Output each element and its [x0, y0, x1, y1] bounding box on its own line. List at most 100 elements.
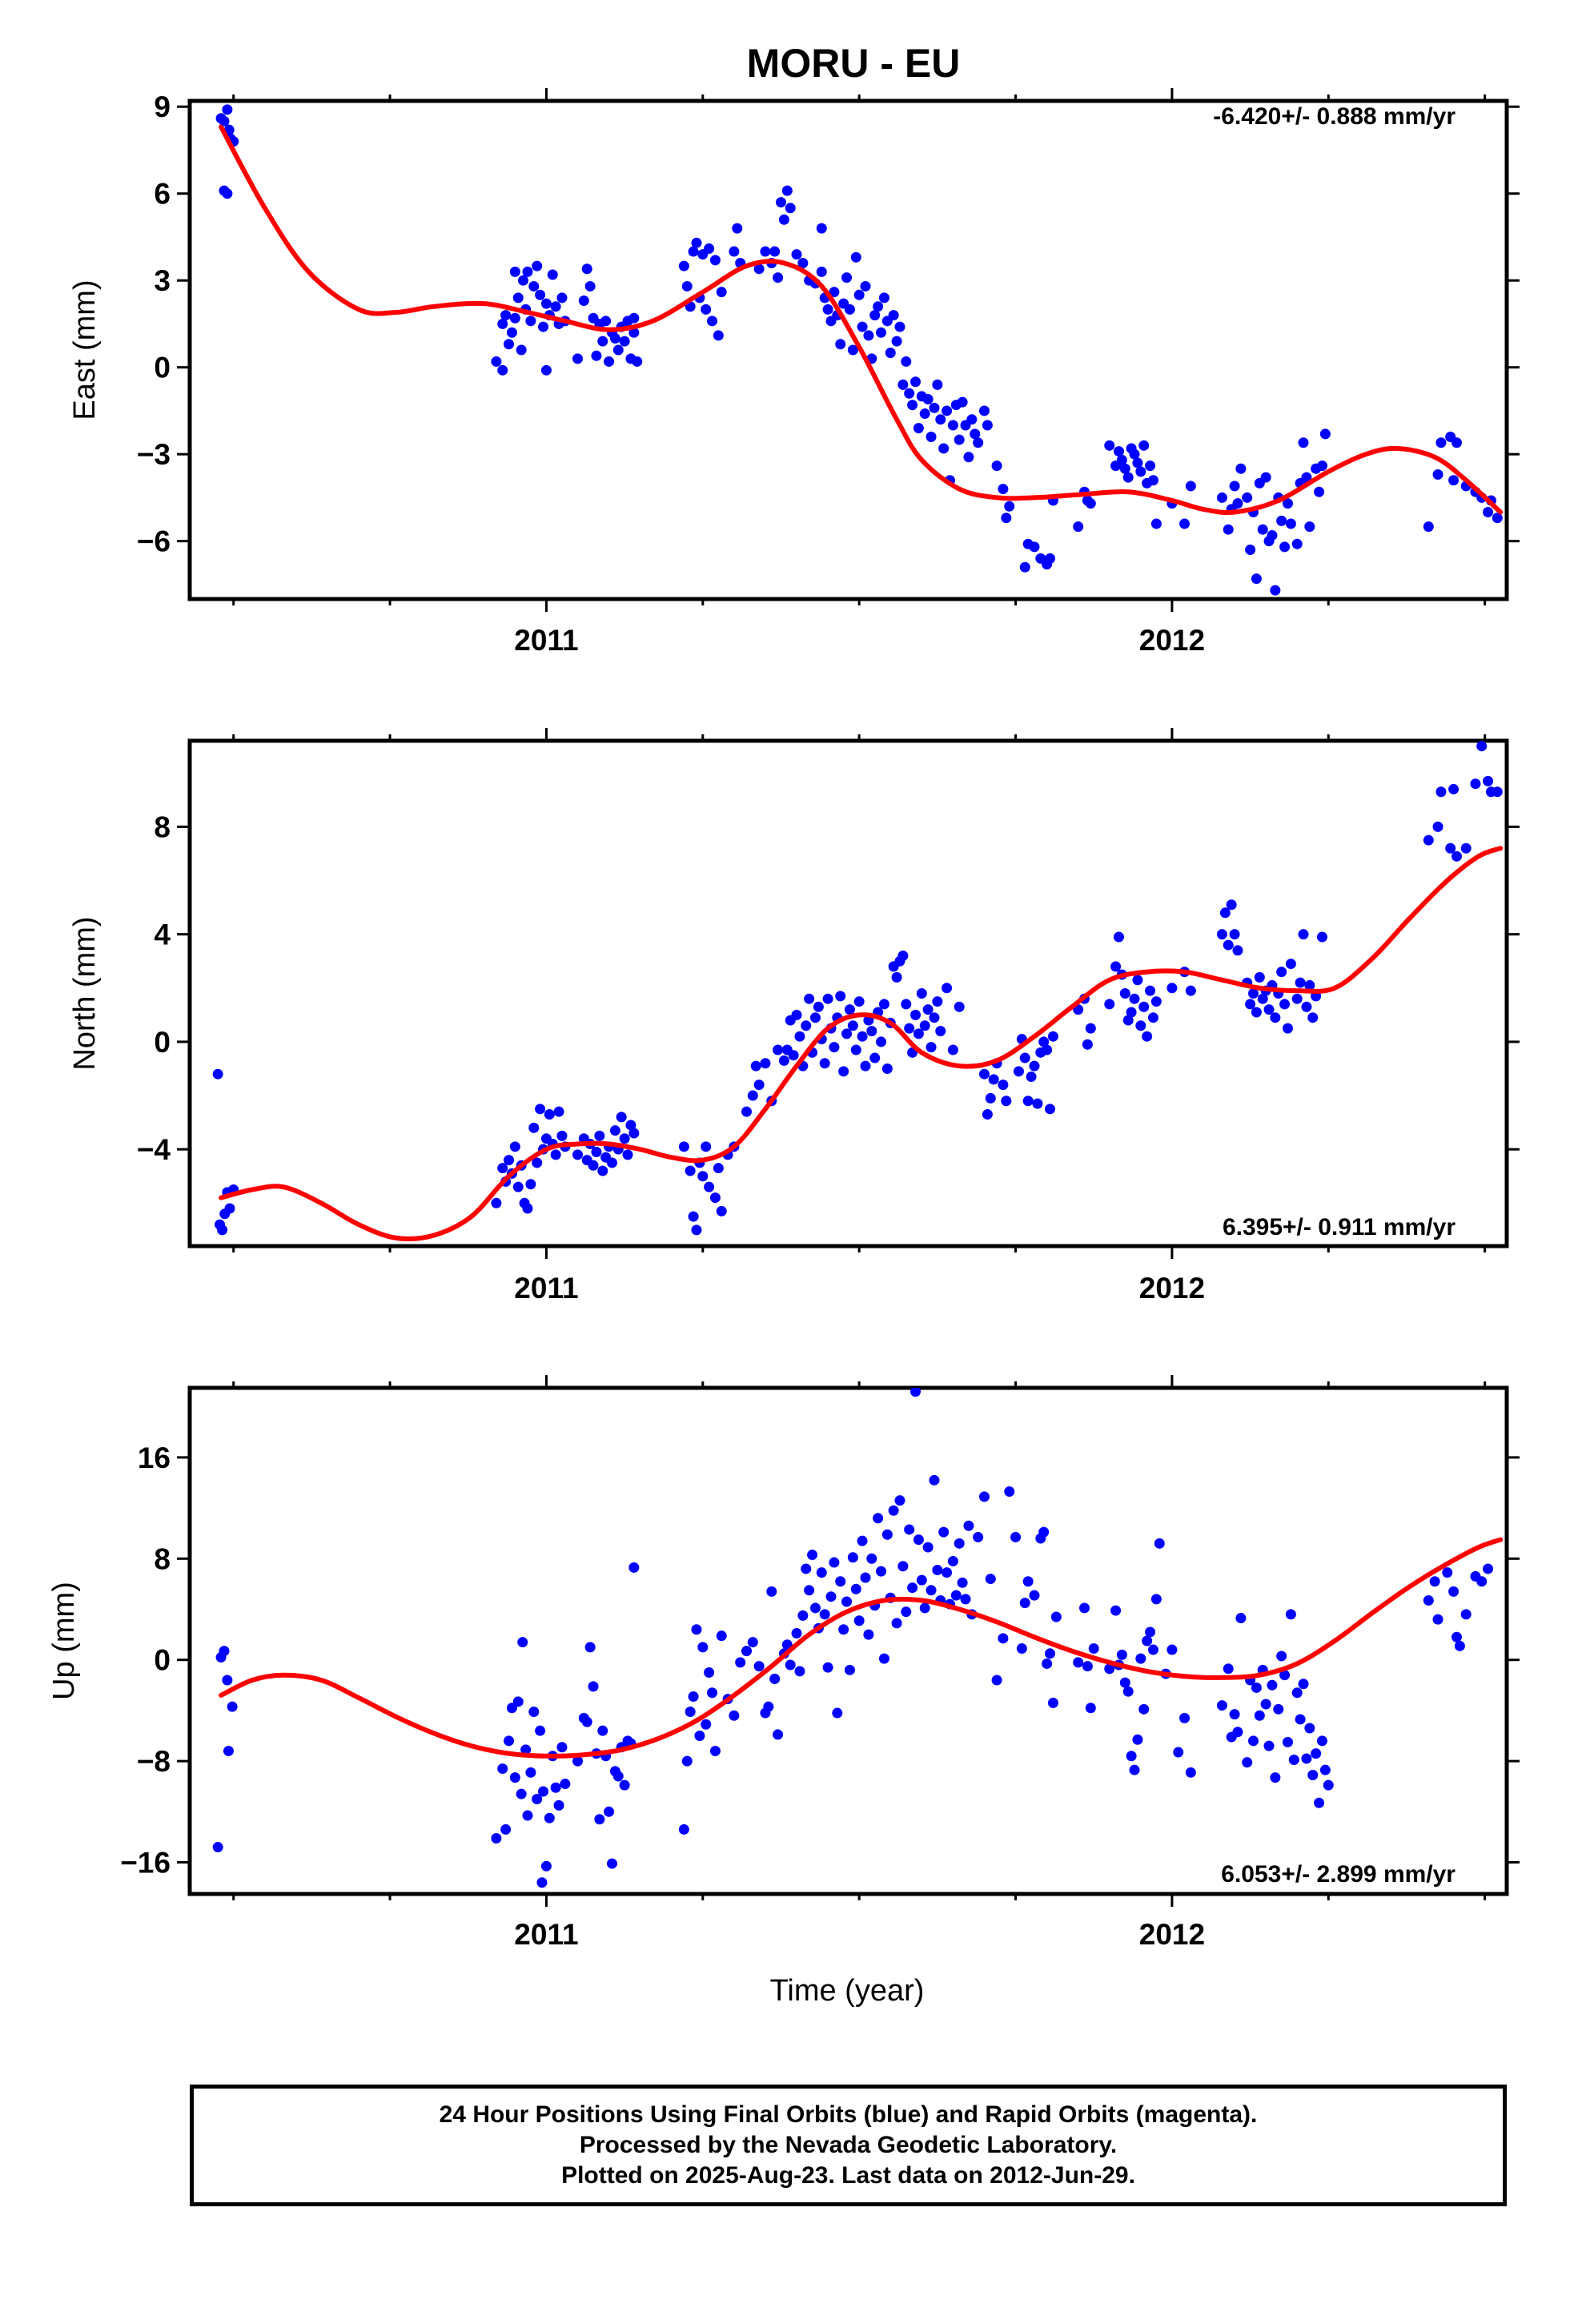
north-data-point	[922, 1004, 934, 1015]
east-data-point	[816, 266, 827, 277]
up-data-point	[881, 1529, 893, 1540]
east-data-point	[632, 356, 643, 367]
up-data-point	[532, 1794, 543, 1804]
up-data-point	[835, 1576, 846, 1587]
up-data-point	[704, 1667, 715, 1678]
east-data-point	[678, 260, 689, 271]
north-data-point	[1298, 929, 1309, 940]
up-data-point	[509, 1772, 520, 1783]
up-data-point	[942, 1567, 953, 1578]
east-x-tick-label: 2012	[1139, 624, 1205, 657]
north-data-point	[609, 1125, 620, 1136]
east-data-point	[532, 260, 543, 271]
east-data-point	[778, 214, 789, 225]
east-data-point	[970, 428, 981, 440]
up-data-point	[913, 1534, 924, 1546]
up-data-point	[1166, 1644, 1178, 1655]
east-data-point	[222, 104, 233, 115]
east-data-point	[816, 223, 827, 234]
east-data-point	[1304, 521, 1315, 533]
up-data-point	[938, 1526, 950, 1538]
up-data-point	[701, 1719, 712, 1730]
up-data-point	[1235, 1613, 1247, 1624]
north-data-point	[1295, 977, 1306, 988]
east-data-point	[891, 336, 902, 347]
up-data-point	[891, 1618, 902, 1629]
north-data-point	[1038, 1036, 1050, 1047]
east-data-point	[540, 298, 552, 309]
north-data-point	[822, 993, 833, 1004]
up-data-point	[556, 1742, 568, 1753]
up-data-point	[497, 1763, 508, 1775]
east-data-point	[1314, 486, 1325, 497]
north-data-point	[982, 1109, 993, 1120]
east-data-point	[550, 301, 561, 312]
north-data-point	[1001, 1096, 1012, 1107]
up-data-point	[1267, 1679, 1278, 1691]
north-data-point	[1085, 1023, 1096, 1034]
east-data-point	[835, 339, 846, 350]
east-data-point	[1276, 515, 1287, 526]
up-data-point	[707, 1687, 718, 1699]
east-fit-line	[219, 124, 1504, 516]
up-data-point	[522, 1810, 533, 1821]
north-data-point	[1029, 1060, 1040, 1072]
north-data-point	[835, 991, 846, 1002]
north-data-point	[224, 1203, 235, 1214]
up-data-point	[697, 1642, 709, 1653]
north-data-point	[512, 1181, 524, 1192]
up-data-point	[628, 1562, 640, 1573]
up-data-point	[853, 1615, 865, 1626]
up-data-point	[904, 1524, 915, 1535]
up-data-point	[1122, 1686, 1134, 1697]
north-data-point	[1132, 975, 1143, 986]
up-data-point	[1042, 1658, 1053, 1669]
up-data-point	[857, 1535, 868, 1546]
up-data-point	[1019, 1598, 1030, 1609]
up-data-point	[916, 1574, 927, 1586]
east-data-point	[954, 434, 965, 445]
north-data-point	[597, 1165, 608, 1176]
up-data-point	[1150, 1594, 1162, 1605]
up-data-point	[816, 1567, 827, 1578]
up-data-point	[1185, 1767, 1196, 1778]
up-data-point	[804, 1585, 815, 1596]
up-data-point	[1142, 1635, 1153, 1647]
up-data-point	[606, 1858, 617, 1869]
north-data-point	[625, 1120, 636, 1131]
east-data-point	[1282, 498, 1293, 509]
up-data-point	[978, 1491, 990, 1502]
east-data-point	[781, 185, 793, 196]
up-data-point	[1282, 1736, 1293, 1747]
up-data-point	[1454, 1640, 1465, 1651]
north-data-point	[881, 1063, 893, 1074]
east-data-point	[1119, 463, 1130, 474]
up-data-point	[538, 1786, 549, 1797]
north-data-point	[522, 1203, 533, 1214]
east-data-point	[841, 272, 853, 283]
up-data-point	[1138, 1703, 1150, 1715]
north-data-point	[1285, 959, 1296, 970]
north-data-point	[1047, 1031, 1058, 1042]
north-data-point	[1219, 907, 1231, 919]
up-data-point	[222, 1675, 233, 1686]
up-data-point	[1442, 1567, 1453, 1578]
east-data-point	[847, 344, 858, 356]
north-data-point	[876, 1036, 887, 1047]
north-data-point	[819, 1058, 830, 1069]
north-data-point	[801, 1020, 812, 1031]
east-data-point	[1298, 437, 1309, 448]
north-data-point	[688, 1211, 699, 1222]
north-data-point	[850, 1044, 861, 1055]
up-data-point	[1270, 1772, 1281, 1783]
up-data-point	[709, 1745, 721, 1756]
up-data-point	[807, 1550, 818, 1561]
north-data-point	[606, 1157, 617, 1168]
east-data-point	[581, 263, 592, 275]
east-data-point	[1423, 521, 1434, 533]
north-data-point	[553, 1106, 564, 1117]
north-data-point	[619, 1133, 630, 1144]
up-data-point	[517, 1637, 528, 1648]
up-data-point	[1279, 1670, 1291, 1681]
east-data-point	[791, 249, 802, 260]
